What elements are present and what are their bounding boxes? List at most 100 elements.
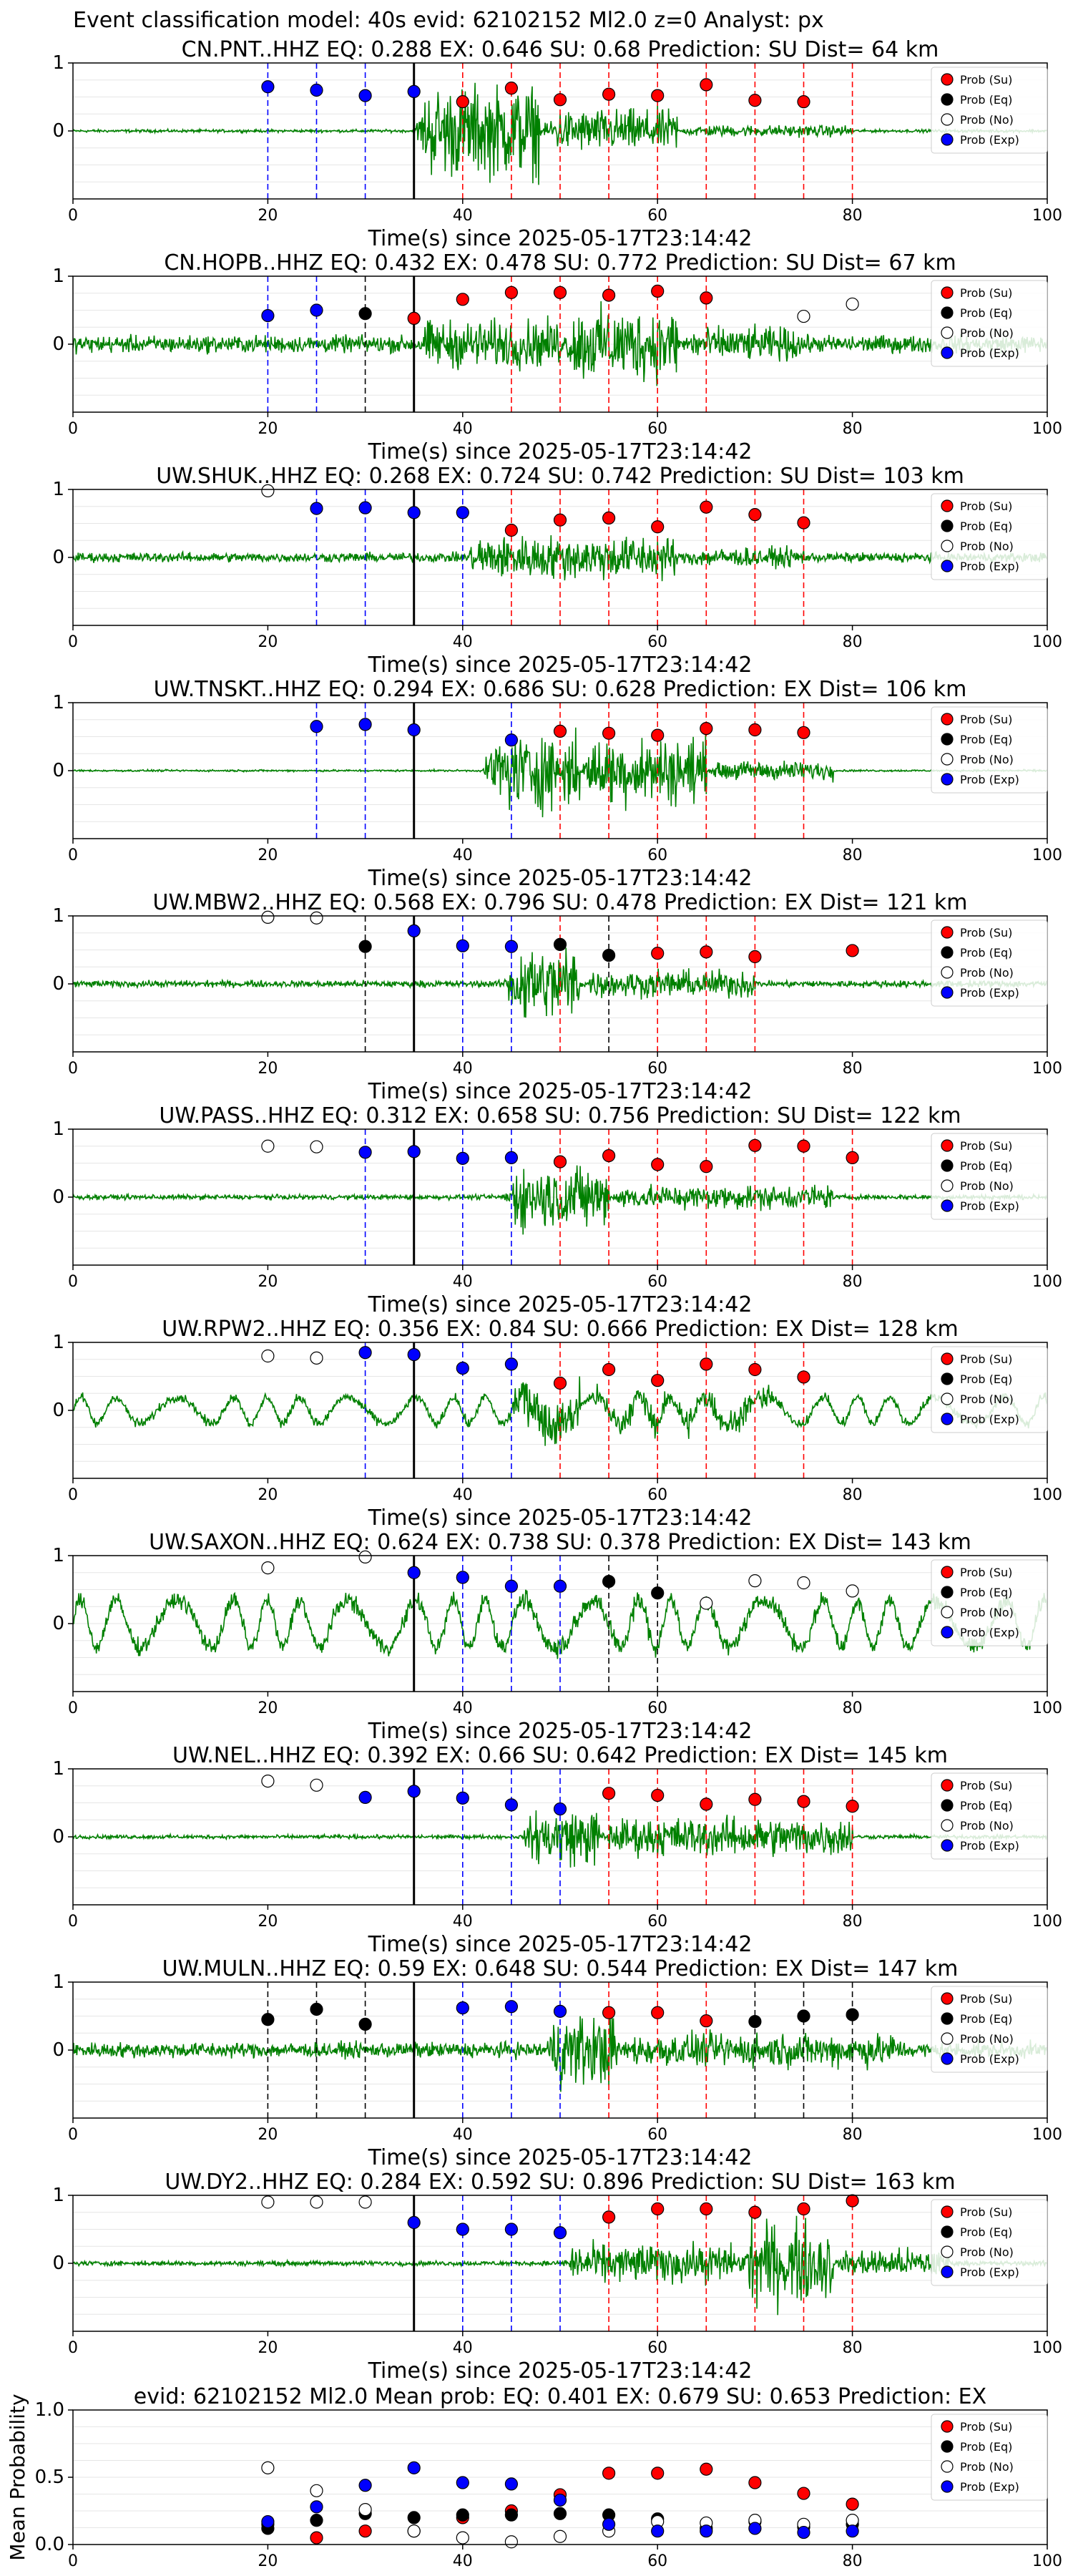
point-no — [261, 484, 275, 498]
legend-label-su: Prob (Su) — [960, 1779, 1012, 1792]
x-tick-label: 100 — [1032, 1699, 1062, 1717]
page-title: Event classification model: 40s evid: 62… — [73, 8, 824, 33]
point-exp — [456, 506, 469, 519]
legend-marker-su — [941, 1779, 954, 1792]
point-su — [602, 1148, 616, 1163]
legend-label-no: Prob (No) — [960, 326, 1014, 340]
y-tick-label: 0.5 — [35, 2467, 64, 2488]
point-su — [602, 1362, 616, 1377]
legend-label-su: Prob (Su) — [960, 73, 1012, 87]
legend-marker-exp — [941, 346, 954, 359]
legend-marker-no — [941, 540, 954, 552]
y-tick-label: 1 — [52, 692, 64, 713]
legend-marker-no — [941, 1819, 954, 1832]
waveform-trace — [73, 301, 1047, 386]
x-tick-label: 100 — [1032, 2339, 1062, 2357]
point-su — [700, 291, 713, 305]
point-su — [602, 2006, 616, 2019]
x-tick-label: 20 — [258, 420, 278, 438]
point-su — [358, 2524, 372, 2538]
x-tick-label: 60 — [647, 633, 667, 651]
legend-marker-exp — [941, 560, 954, 572]
x-tick-label: 20 — [258, 2552, 278, 2570]
legend-marker-su — [941, 713, 954, 726]
x-tick-label: 60 — [647, 207, 667, 225]
x-tick-label: 100 — [1032, 1486, 1062, 1504]
legend-label-no: Prob (No) — [960, 2032, 1014, 2046]
point-exp — [846, 2524, 859, 2538]
y-tick-label: 0 — [52, 333, 64, 355]
point-exp — [261, 309, 275, 323]
legend-marker-no — [941, 1179, 954, 1192]
point-exp — [310, 83, 323, 97]
point-no — [310, 1778, 323, 1792]
x-tick-label: 80 — [843, 420, 863, 438]
point-su — [846, 944, 859, 957]
x-tick-label: 80 — [843, 1913, 863, 1931]
chart-title: evid: 62102152 Ml2.0 Mean prob: EQ: 0.40… — [134, 2384, 986, 2409]
legend-label-exp: Prob (Exp) — [960, 2480, 1019, 2494]
point-su — [748, 1362, 762, 1377]
point-exp — [504, 2000, 519, 2014]
point-su — [602, 288, 616, 302]
x-tick-label: 40 — [453, 1699, 473, 1717]
point-exp — [310, 303, 323, 317]
point-no — [700, 1596, 713, 1610]
legend-label-su: Prob (Su) — [960, 1352, 1012, 1366]
legend-marker-eq — [941, 2012, 954, 2025]
legend-marker-exp — [941, 1839, 954, 1852]
legend-label-no: Prob (No) — [960, 753, 1014, 766]
legend-box — [931, 280, 1048, 367]
x-axis-label: Time(s) since 2025-05-17T23:14:42 — [368, 439, 753, 464]
legend-box — [931, 67, 1048, 154]
x-tick-label: 60 — [647, 1060, 667, 1078]
legend-marker-exp — [941, 1199, 954, 1212]
point-no — [310, 911, 323, 924]
chart-title: UW.SHUK..HHZ EQ: 0.268 EX: 0.724 SU: 0.7… — [156, 464, 964, 489]
x-tick-label: 60 — [647, 2126, 667, 2144]
x-tick-label: 40 — [453, 1060, 473, 1078]
legend-marker-su — [941, 499, 954, 512]
legend-label-eq: Prob (Eq) — [960, 2012, 1012, 2026]
point-su — [602, 2210, 616, 2224]
x-axis-label: Time(s) since 2025-05-17T23:14:42 — [368, 866, 753, 891]
chart-panel: 0 20 40 60 80 100 0 1 UW.MULN..HHZ EQ: 0.59 EX: … — [52, 1956, 1062, 2170]
legend-marker-exp — [941, 133, 954, 146]
point-exp — [407, 1347, 421, 1362]
legend-label-eq: Prob (Eq) — [960, 1586, 1012, 1599]
point-su — [602, 1787, 616, 1800]
point-exp — [407, 924, 421, 938]
legend-label-exp: Prob (Exp) — [960, 1199, 1019, 1213]
x-tick-label: 60 — [647, 1273, 667, 1291]
legend-marker-exp — [941, 1626, 954, 1639]
x-tick-label: 40 — [453, 2339, 473, 2357]
point-eq — [456, 2508, 469, 2522]
point-exp — [407, 2461, 421, 2474]
point-eq — [846, 2008, 859, 2021]
x-tick-label: 0 — [68, 1486, 78, 1504]
x-tick-label: 60 — [647, 420, 667, 438]
legend-marker-su — [941, 73, 954, 86]
point-exp — [358, 1146, 372, 1159]
legend-label-exp: Prob (Exp) — [960, 1839, 1019, 1853]
point-su — [797, 1795, 810, 1808]
point-no — [261, 1349, 275, 1363]
point-su — [797, 726, 810, 739]
x-tick-label: 0 — [68, 2552, 78, 2570]
y-tick-label: 0 — [52, 1613, 64, 1634]
point-su — [700, 2202, 713, 2216]
legend-box — [931, 2414, 1048, 2501]
x-tick-label: 80 — [843, 1699, 863, 1717]
legend-marker-eq — [941, 1799, 954, 1812]
point-eq — [602, 948, 616, 962]
x-tick-label: 100 — [1032, 1060, 1062, 1078]
point-su — [651, 284, 665, 298]
point-su — [602, 511, 616, 525]
y-tick-label: 1 — [52, 2185, 64, 2206]
legend-marker-no — [941, 2032, 954, 2045]
legend-label-su: Prob (Su) — [960, 1139, 1012, 1153]
chart-title: UW.RPW2..HHZ EQ: 0.356 EX: 0.84 SU: 0.66… — [162, 1317, 958, 1342]
legend-marker-no — [941, 113, 954, 126]
point-su — [748, 950, 762, 964]
